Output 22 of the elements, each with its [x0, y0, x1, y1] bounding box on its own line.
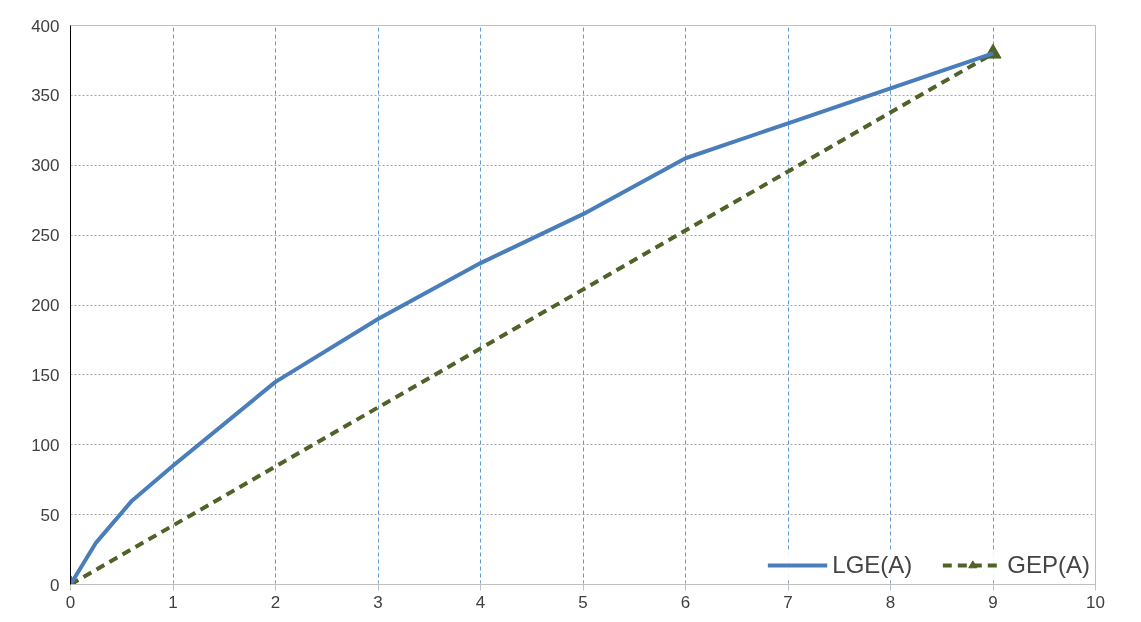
y-tick-label: 300: [31, 156, 60, 176]
y-tick-label: 100: [31, 435, 60, 455]
x-tick-label: 4: [475, 592, 486, 612]
x-tick-label: 10: [1086, 592, 1105, 612]
x-tick-label: 1: [168, 592, 178, 612]
y-tick-label: 250: [31, 226, 60, 246]
legend-label: LGE(A): [832, 551, 913, 579]
legend-label: GEP(A): [1007, 551, 1090, 579]
x-tick-label: 7: [783, 592, 793, 612]
x-tick-label: 6: [680, 592, 691, 612]
x-tick-label: 3: [373, 592, 383, 612]
x-tick-label: 8: [885, 592, 896, 612]
x-tick-label: 5: [578, 592, 588, 612]
y-tick-label: 400: [31, 16, 60, 36]
x-tick-label: 9: [988, 592, 998, 612]
y-tick-label: 150: [31, 365, 60, 385]
y-tick-label: 200: [31, 296, 60, 315]
y-tick-label: 350: [31, 86, 60, 106]
x-tick-label: 2: [270, 592, 281, 612]
x-tick-label: 0: [65, 592, 76, 612]
y-tick-label: 0: [50, 575, 60, 595]
y-tick-label: 50: [40, 505, 60, 525]
